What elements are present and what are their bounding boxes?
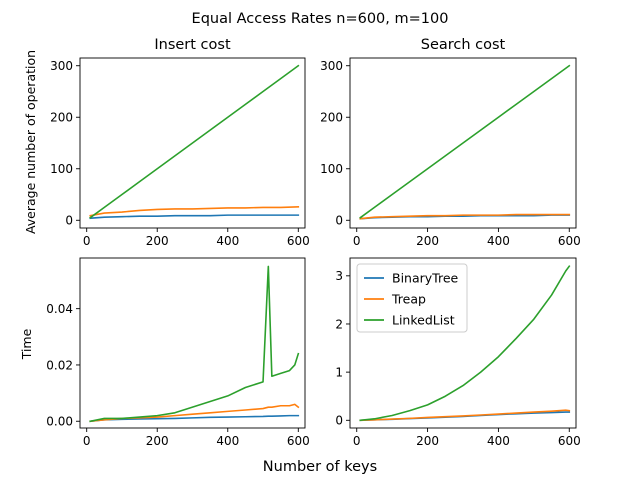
legend-label-treap: Treap <box>391 292 426 307</box>
y-tick-label: 300 <box>50 59 73 73</box>
series-line-linkedlist <box>89 64 300 219</box>
x-tick-label: 600 <box>287 234 310 248</box>
y-axis-label: Average number of operation <box>23 50 38 234</box>
y-tick-label: 200 <box>50 111 73 125</box>
x-tick-label: 0 <box>353 434 361 448</box>
panel-title: Insert cost <box>154 37 231 53</box>
y-tick-label: 300 <box>320 59 343 73</box>
axes-frame <box>79 257 306 429</box>
x-tick-label: 600 <box>287 434 310 448</box>
series-line-binarytree <box>89 214 300 220</box>
x-tick-label: 0 <box>353 234 361 248</box>
legend: BinaryTree Treap LinkedList <box>356 263 468 333</box>
legend-label-binarytree: BinaryTree <box>392 271 459 286</box>
series-line-linkedlist <box>89 265 300 423</box>
y-tick-label: 3 <box>335 269 343 283</box>
series-line-linkedlist <box>359 64 571 219</box>
y-tick-label: 1 <box>335 365 343 379</box>
series-group <box>89 64 300 220</box>
y-axis-label: Time <box>19 328 34 360</box>
series-line-treap <box>359 213 571 220</box>
y-tick-label: 100 <box>50 162 73 176</box>
x-tick-label: 200 <box>146 234 169 248</box>
y-tick-label: 0.04 <box>46 302 73 316</box>
axes-frame <box>349 57 577 229</box>
figure-suptitle: Equal Access Rates n=600, m=100 <box>192 11 449 27</box>
panel-title: Search cost <box>421 37 506 53</box>
y-tick-label: 200 <box>320 111 343 125</box>
figure-xlabel: Number of keys <box>263 459 377 475</box>
x-tick-label: 200 <box>146 434 169 448</box>
x-tick-label: 0 <box>83 234 91 248</box>
y-tick-label: 0 <box>65 214 73 228</box>
series-line-treap <box>89 206 300 217</box>
x-tick-label: 600 <box>558 234 581 248</box>
series-line-treap <box>359 409 571 422</box>
x-tick-label: 600 <box>558 434 581 448</box>
legend-box <box>356 263 468 333</box>
y-tick-label: 0.00 <box>46 415 73 429</box>
x-tick-label: 200 <box>416 434 439 448</box>
y-tick-label: 0 <box>335 214 343 228</box>
x-tick-label: 400 <box>487 234 510 248</box>
legend-label-linkedlist: LinkedList <box>392 313 455 328</box>
x-tick-label: 400 <box>487 434 510 448</box>
panel-insert-cost: Insert cost Average number of operation … <box>23 37 310 248</box>
y-tick-label: 100 <box>320 162 343 176</box>
x-tick-label: 400 <box>216 234 239 248</box>
x-tick-label: 200 <box>416 234 439 248</box>
panel-search-cost: Search cost 0 200 400 600 0 100 200 300 <box>320 37 581 248</box>
x-tick-label: 400 <box>216 434 239 448</box>
series-line-binarytree <box>89 414 300 423</box>
axes-frame <box>79 57 306 229</box>
axes-frame <box>349 257 577 429</box>
series-group <box>89 265 300 423</box>
series-group <box>359 265 571 422</box>
panel-search-time: 0 200 400 600 0 1 2 3 BinaryTree Treap LinkedList <box>335 257 581 448</box>
x-tick-label: 0 <box>83 434 91 448</box>
y-tick-label: 0.02 <box>46 358 73 372</box>
y-tick-label: 2 <box>335 317 343 331</box>
series-group <box>359 64 571 220</box>
panel-insert-time: Time 0 200 400 600 0.00 0.02 0.04 <box>19 257 310 448</box>
y-tick-label: 0 <box>335 414 343 428</box>
series-line-linkedlist <box>359 265 571 422</box>
